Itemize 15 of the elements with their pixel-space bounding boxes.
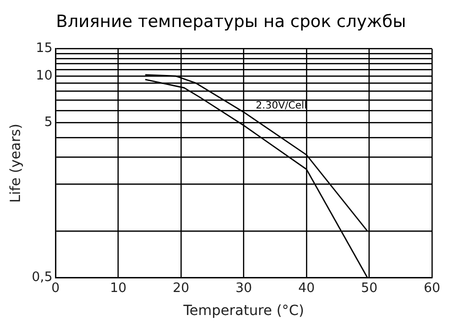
y-tick-label: 10	[36, 68, 52, 84]
x-tick-label: 50	[360, 280, 378, 296]
annotation: 2.30V/Cell	[256, 100, 307, 112]
chart-title: Влияние температуры на срок службы	[54, 12, 408, 34]
x-tick-label: 10	[110, 280, 126, 296]
y-tick-label: 5	[44, 115, 52, 130]
x-axis-title: Temperature (°C)	[182, 303, 304, 320]
x-tick-label: 0	[51, 280, 60, 296]
x-tick-label: 40	[298, 280, 315, 296]
x-tick-label: 60	[424, 280, 440, 296]
y-axis-title: Life (years)	[8, 124, 24, 203]
x-tick-label: 30	[235, 280, 252, 296]
x-tick-label: 20	[172, 280, 190, 296]
y-tick-label: 15	[36, 41, 52, 56]
y-tick-label: 0,5	[32, 270, 52, 285]
